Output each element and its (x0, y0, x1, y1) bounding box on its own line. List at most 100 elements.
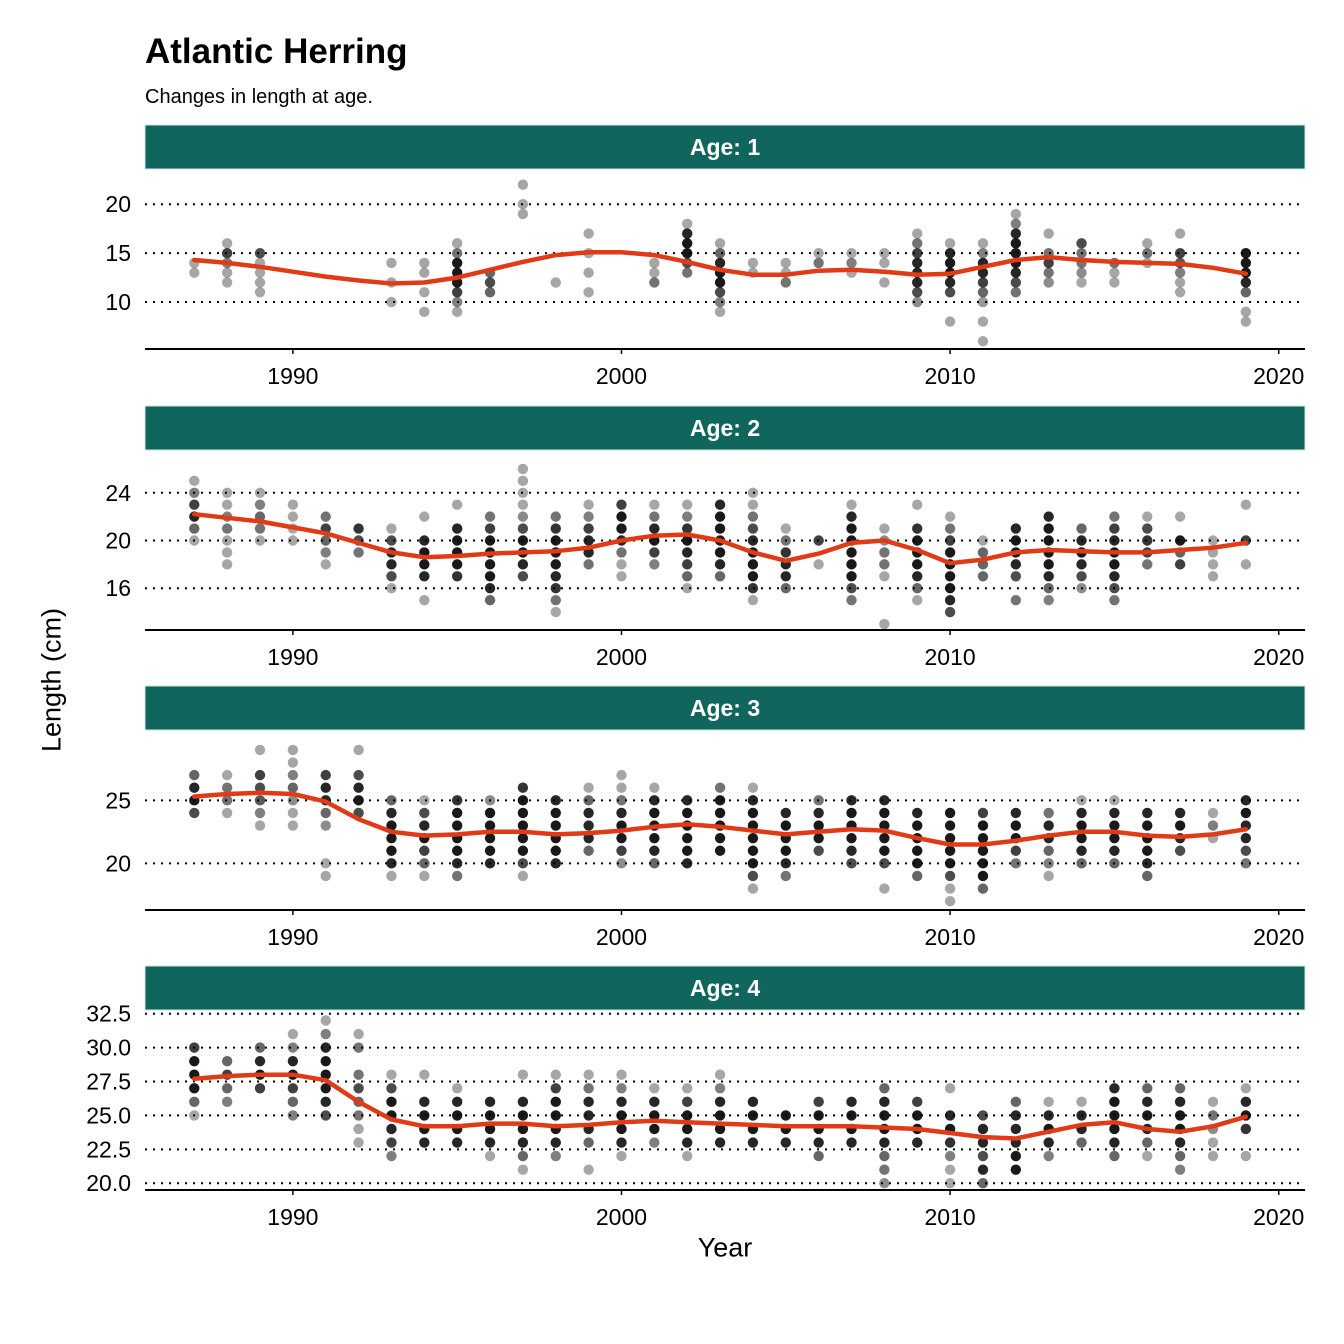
data-point (353, 782, 364, 793)
data-point (912, 571, 923, 582)
data-point (484, 858, 496, 869)
data-point (221, 267, 233, 278)
data-point (1142, 523, 1153, 534)
data-point (944, 883, 956, 894)
data-point (484, 1150, 496, 1162)
data-point (451, 858, 463, 869)
data-point (517, 1110, 529, 1121)
data-point (682, 238, 693, 249)
x-tick-label: 2000 (596, 1204, 647, 1230)
data-point (320, 769, 331, 781)
data-point (747, 571, 759, 582)
data-point (879, 883, 890, 894)
data-point (1240, 832, 1252, 844)
data-point (583, 1096, 594, 1108)
data-point (451, 571, 463, 582)
data-point (944, 511, 956, 522)
data-point (649, 1110, 660, 1121)
data-point (353, 1123, 364, 1135)
data-point (1043, 820, 1054, 831)
data-point (320, 782, 331, 793)
data-point (254, 287, 266, 298)
data-point (1109, 858, 1120, 869)
data-point (189, 267, 200, 278)
data-point (714, 277, 726, 288)
smooth-trend-line (192, 511, 1249, 566)
data-point (1043, 583, 1054, 594)
data-point (714, 1110, 726, 1121)
data-point (912, 535, 923, 546)
data-point (386, 1137, 397, 1148)
data-point (977, 238, 989, 249)
data-point (1142, 1083, 1153, 1094)
data-point (912, 820, 923, 831)
data-point (944, 1110, 956, 1121)
data-point (1010, 845, 1022, 856)
data-point (879, 547, 890, 558)
data-point (189, 1042, 200, 1053)
data-point (1174, 1164, 1186, 1175)
data-point (451, 1137, 463, 1148)
data-point (1207, 1137, 1219, 1148)
data-point (320, 559, 331, 570)
x-tick-label: 2010 (925, 924, 976, 950)
facet-panel-2: Age: 2 16 20 24 1990 2000 2010 2020 (105, 405, 1306, 670)
data-point (879, 559, 890, 570)
data-point (682, 1123, 693, 1135)
data-point (517, 1123, 529, 1135)
y-tick-label: 20.0 (86, 1170, 131, 1196)
data-point (583, 1164, 594, 1175)
data-point (353, 795, 364, 806)
data-point (747, 782, 759, 793)
data-point (1109, 832, 1120, 844)
data-point (944, 287, 956, 298)
data-point (484, 277, 496, 288)
data-point (649, 499, 660, 510)
data-point (484, 845, 496, 856)
data-point (550, 1150, 561, 1162)
data-point (583, 511, 594, 522)
data-point (550, 1069, 561, 1080)
data-point (616, 1096, 627, 1108)
data-point (977, 832, 989, 844)
data-point (682, 1150, 693, 1162)
data-point (912, 523, 923, 534)
data-point (583, 820, 594, 831)
data-point (649, 1123, 660, 1135)
data-point (189, 475, 200, 487)
data-point (879, 1150, 890, 1162)
data-point (846, 807, 857, 819)
data-point (1043, 267, 1054, 278)
chart-subtitle: Changes in length at age. (145, 86, 373, 108)
data-point (221, 523, 233, 534)
data-point (254, 499, 266, 510)
data-point (944, 316, 956, 327)
data-point (714, 1096, 726, 1108)
y-tick-label: 30.0 (86, 1035, 131, 1061)
data-point (714, 238, 726, 249)
data-point (977, 247, 989, 259)
data-point (451, 807, 463, 819)
data-point (451, 296, 463, 308)
data-point (912, 287, 923, 298)
data-point (1207, 535, 1219, 546)
data-point (649, 559, 660, 570)
data-point (879, 845, 890, 856)
y-tick-label: 15 (105, 240, 131, 266)
data-point (287, 1096, 299, 1108)
data-point (780, 257, 791, 269)
data-point (1174, 559, 1186, 570)
data-point (616, 523, 627, 534)
data-point (221, 1083, 233, 1094)
data-point (813, 257, 824, 269)
data-point (1240, 795, 1252, 806)
data-point (846, 499, 857, 510)
data-point (517, 1069, 529, 1080)
data-point (977, 277, 989, 288)
data-point (944, 1137, 956, 1148)
data-point (1010, 287, 1022, 298)
data-point (1240, 1123, 1252, 1135)
data-point (419, 267, 430, 278)
data-point (1076, 571, 1087, 582)
data-point (1010, 807, 1022, 819)
